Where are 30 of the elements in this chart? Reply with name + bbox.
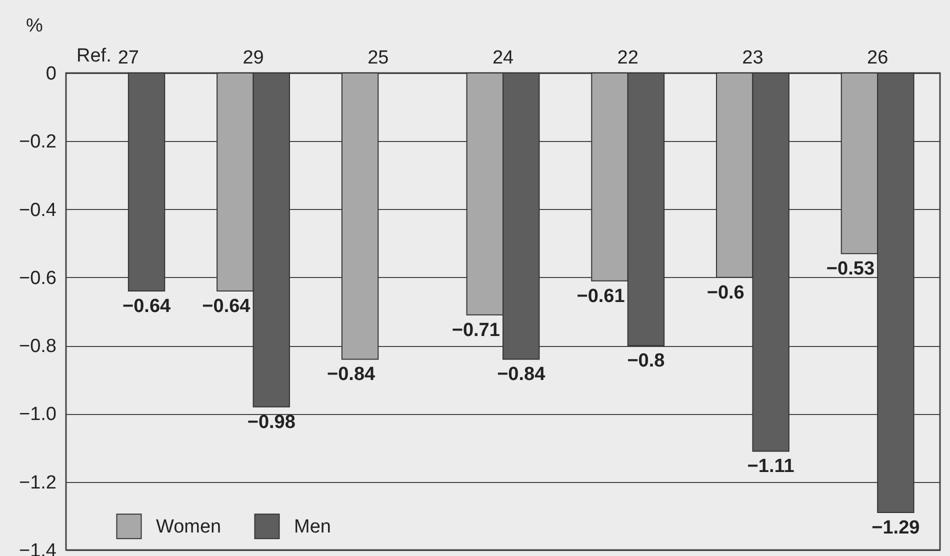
data-label: −1.11 [747, 456, 795, 478]
data-label: −0.64 [202, 296, 251, 318]
data-label: −0.84 [497, 364, 546, 386]
x-tick-label: 24 [492, 48, 514, 68]
legend-label: Men [294, 516, 331, 538]
x-tick-label: 26 [867, 48, 888, 68]
y-tick-label: −0.4 [18, 200, 57, 221]
x-tick-label: 29 [242, 48, 264, 68]
data-label: −1.29 [872, 518, 920, 539]
data-label: −0.53 [826, 258, 875, 280]
data-label: −0.61 [576, 286, 626, 307]
y-tick-label: −0.8 [18, 336, 56, 358]
data-label: −0.6 [706, 282, 744, 304]
y-tick-label: −0.6 [18, 268, 56, 289]
x-tick-label: 27 [118, 48, 139, 68]
x-tick-label: 25 [368, 48, 389, 68]
x-tick-label: 22 [617, 48, 638, 68]
y-tick-label: −1.2 [18, 472, 56, 494]
data-label: −0.84 [327, 364, 376, 386]
data-label: −0.8 [627, 350, 665, 372]
legend-label: Women [156, 516, 222, 538]
data-label: −0.64 [122, 296, 171, 318]
data-label: −0.71 [452, 320, 500, 341]
y-tick-label: −0.2 [18, 132, 56, 153]
y-axis-title: % [26, 16, 44, 36]
y-tick-label: 0 [46, 64, 56, 84]
x-tick-label: 23 [742, 48, 764, 68]
data-label: −0.98 [247, 412, 296, 433]
x-axis-title: Ref. [76, 46, 112, 66]
y-tick-label: −1.0 [18, 404, 56, 426]
